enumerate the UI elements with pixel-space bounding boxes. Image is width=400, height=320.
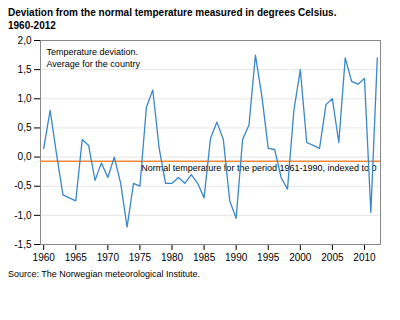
html-text:Source: The Norwegian meteorol: Source: The Norwegian meteorological Ins… xyxy=(8,269,200,279)
svg-text:2,0: 2,0 xyxy=(18,35,32,46)
svg-text:0,0: 0,0 xyxy=(18,151,32,162)
svg-text:1995: 1995 xyxy=(257,252,280,263)
svg-text:1970: 1970 xyxy=(97,252,120,263)
svg-text:2000: 2000 xyxy=(289,252,312,263)
svg-text:1985: 1985 xyxy=(193,252,216,263)
svg-text:1980: 1980 xyxy=(161,252,184,263)
svg-text:-1,5: -1,5 xyxy=(14,239,32,250)
svg-text:2010: 2010 xyxy=(353,252,376,263)
svg-text:1,5: 1,5 xyxy=(18,64,32,75)
svg-text:1,0: 1,0 xyxy=(18,93,32,104)
svg-text:2005: 2005 xyxy=(321,252,344,263)
svg-text:1960: 1960 xyxy=(33,252,56,263)
svg-text:1975: 1975 xyxy=(129,252,152,263)
html-text:1960-2012: 1960-2012 xyxy=(8,20,56,31)
svg-text:1990: 1990 xyxy=(225,252,248,263)
svg-text:-1,0: -1,0 xyxy=(14,210,32,221)
svg-text:-0,5: -0,5 xyxy=(14,180,32,191)
svg-text:1965: 1965 xyxy=(65,252,88,263)
svg-text:0,5: 0,5 xyxy=(18,122,32,133)
svg-text:Temperature deviation.Average: Temperature deviation.Average for the co… xyxy=(47,47,141,69)
html-text:Deviation from the normal temp: Deviation from the normal temperature me… xyxy=(8,7,337,18)
svg-text:Normal temperature for the per: Normal temperature for the period 1961-1… xyxy=(141,163,376,173)
